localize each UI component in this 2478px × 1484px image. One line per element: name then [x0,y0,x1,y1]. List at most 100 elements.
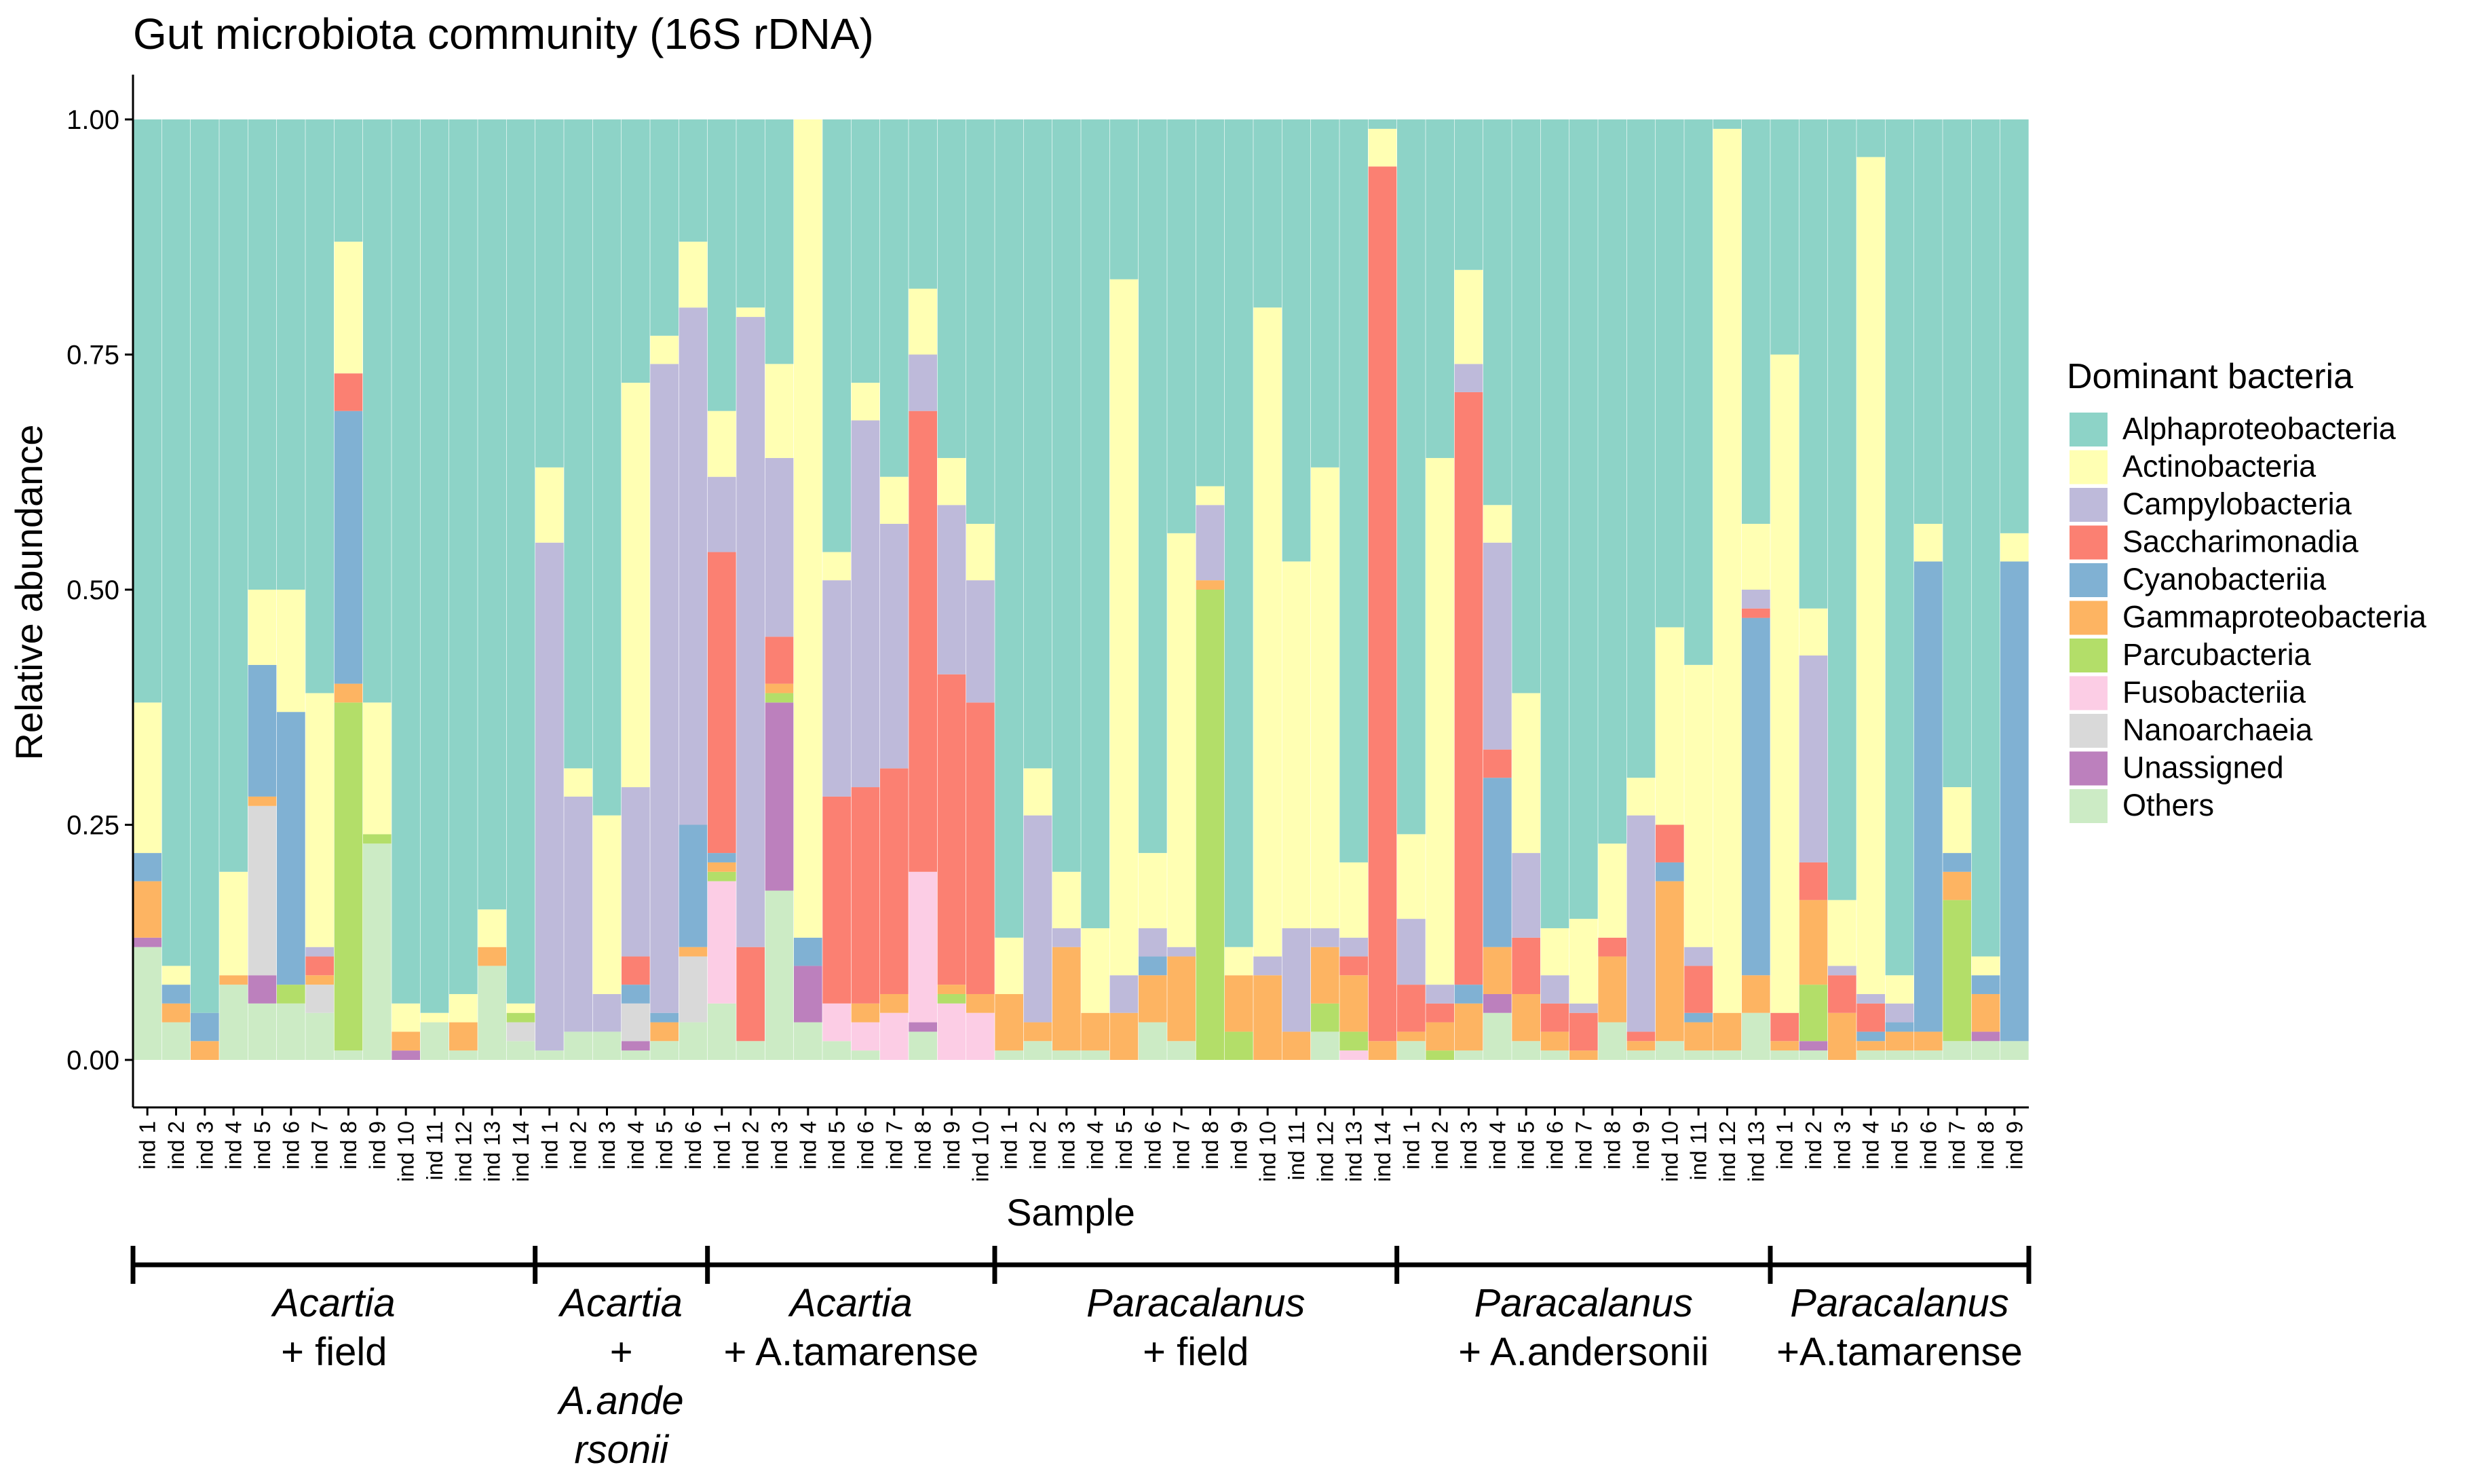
bar-segment [362,843,392,1060]
bar-segment [392,1003,421,1032]
bar-segment [1052,871,1081,928]
bar-segment [707,853,736,862]
legend-label: Unassigned [2122,750,2284,785]
bar-segment [362,702,392,835]
bar-segment [1512,119,1541,693]
x-tick-label: ind 7 [307,1121,332,1170]
bar-segment [1167,533,1196,947]
bar-segment [1109,975,1139,1013]
bar-segment [305,956,335,976]
bar-segment [937,674,966,985]
bar [1426,119,1455,1060]
x-tick-label: ind 5 [1111,1121,1137,1170]
bar-segment [1454,269,1483,364]
bar-segment [1023,815,1052,1023]
bar [1971,119,2000,1060]
bar-segment [592,119,622,816]
bar-segment [305,985,335,1013]
bar-segment [420,1012,449,1023]
group-label: Acartia + A.ande rsonii [557,1281,684,1472]
bar-segment [1282,561,1311,928]
x-tick-label: ind 4 [221,1121,246,1170]
bar-segment [1368,1041,1397,1060]
bar-segment [1943,1041,1972,1060]
bar [478,119,507,1060]
bar-segment [1540,119,1569,928]
x-tick-label: ind 7 [1169,1121,1194,1170]
bar-segment [822,796,852,1004]
bar-segment [1224,947,1253,976]
bar-segment [1684,119,1713,665]
bar-segment [305,1012,335,1060]
bar-segment [1856,119,1886,157]
bar-segment [1138,928,1167,957]
bar [449,119,478,1060]
bar-segment [966,580,995,703]
bar-segment [1483,778,1512,947]
bar [420,119,449,1060]
x-tick-label: ind 10 [1255,1121,1280,1182]
bar-segment [276,119,305,590]
bar [161,119,191,1060]
x-tick-label: ind 5 [1887,1121,1912,1170]
legend-label: Nanoarchaeia [2122,712,2313,747]
bar-segment [995,119,1024,938]
bar-segment [937,119,966,458]
x-tick-label: ind 9 [1226,1121,1251,1170]
legend-item: Nanoarchaeia [2070,712,2313,748]
bar-segment [1684,664,1713,947]
bar-segment [1368,166,1397,1042]
bar-segment [909,1022,938,1032]
y-tick-label: 1.00 [66,105,119,135]
x-tick-label: ind 8 [1198,1121,1223,1170]
legend-label: Fusobacteriia [2122,675,2306,710]
bar-segment [1483,505,1512,543]
bar-segment [334,119,363,242]
bar-segment [1052,1050,1081,1060]
bar-segment [1943,119,1972,788]
bar-segment [592,993,622,1032]
x-tick-label: ind 3 [1829,1121,1854,1170]
bar [1224,119,1253,1060]
bar-segment [1339,956,1369,976]
bar [564,119,593,1060]
bar [248,119,277,1060]
x-tick-label: ind 4 [1083,1121,1108,1170]
x-tick-label: ind 8 [336,1121,361,1170]
bar [1310,119,1339,1060]
bar-segment [966,1012,995,1060]
bar-segment [1655,627,1684,825]
bar [822,119,852,1060]
x-tick-label: ind 6 [1915,1121,1941,1170]
bar-segment [1483,749,1512,778]
legend-label: Actinobacteria [2122,449,2317,484]
bar-segment [1741,590,1770,609]
bar-segment [305,947,335,957]
bar-segment [334,1050,363,1060]
bar-segment [765,683,794,693]
bar-segment [650,1022,679,1042]
bar-segment [420,1022,449,1060]
bar-segment [1081,119,1110,928]
bar [1023,119,1052,1060]
bar-segment [1856,993,1886,1004]
bar-segment [1540,1050,1569,1060]
x-tick-label: ind 13 [480,1121,505,1182]
bar-segment [1368,128,1397,167]
bar-segment [736,307,765,318]
group-label-line: Paracalanus [1086,1281,1305,1325]
x-tick-label: ind 9 [939,1121,964,1170]
bar-segment [1971,1031,2000,1042]
bar-segment [851,1050,880,1060]
bar-segment [995,937,1024,994]
bar-segment [1943,787,1972,854]
bar-segment [1109,1012,1139,1060]
bar-segment [1282,928,1311,1032]
y-tick-label: 0.00 [66,1046,119,1076]
bar [765,119,794,1060]
bar-segment [1799,862,1828,900]
bar-segment [1655,1041,1684,1060]
bar-segment [966,702,995,994]
bar [1253,119,1282,1060]
bar-segment [564,1031,593,1060]
